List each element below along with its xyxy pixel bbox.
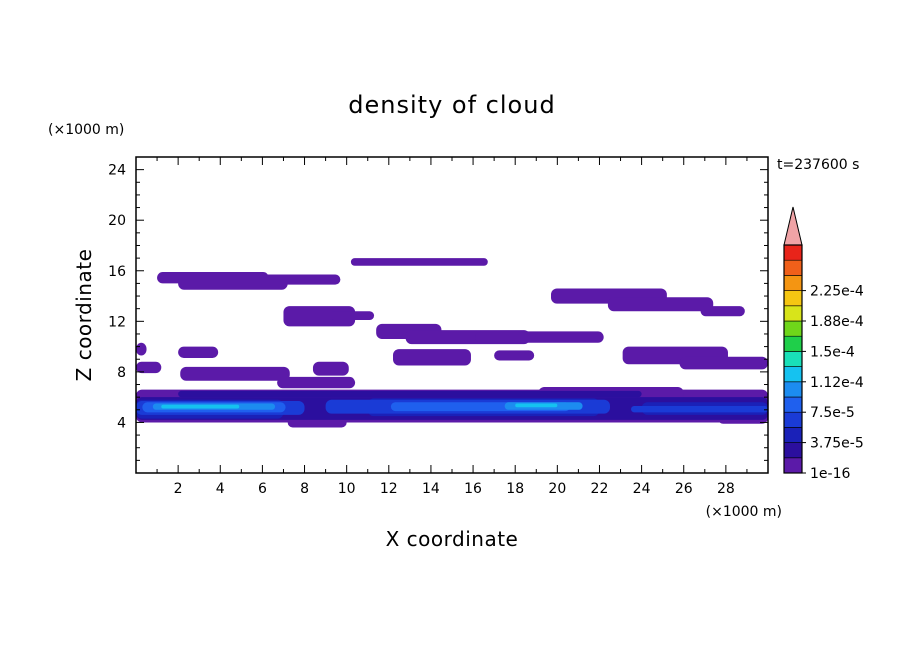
x-tick-label: 26: [675, 481, 693, 497]
colorbar-swatch: [783, 290, 803, 307]
cloud-region: [475, 331, 604, 343]
colorbar-swatch: [783, 396, 803, 413]
x-tick-label: 4: [216, 481, 225, 497]
x-tick-label: 10: [338, 481, 356, 497]
y-tick-label: 16: [108, 264, 126, 280]
x-tick-label: 6: [258, 481, 267, 497]
colorbar-swatch: [783, 442, 803, 459]
y-axis-title: Z coordinate: [72, 249, 96, 382]
colorbar-swatch: [783, 275, 803, 291]
cloud-region: [136, 361, 162, 374]
colorbar-label: 1.5e-4: [810, 344, 855, 360]
cloud-region: [494, 350, 535, 361]
cloud-region: [136, 342, 147, 356]
cloud-region: [700, 306, 745, 317]
y-tick-label: 4: [117, 415, 126, 431]
y-tick-label: 12: [108, 314, 126, 330]
cloud-region: [258, 274, 341, 285]
x-axis-title: X coordinate: [386, 527, 519, 551]
x-tick-label: 8: [300, 481, 309, 497]
cloud-region: [178, 390, 642, 398]
colorbar-label: 7.5e-5: [810, 405, 855, 421]
x-tick-label: 18: [506, 481, 524, 497]
cloud-region: [312, 361, 349, 376]
colorbar-swatch: [783, 457, 803, 474]
colorbar-extend-arrow: [783, 206, 803, 246]
x-tick-label: 12: [380, 481, 398, 497]
cloud-region: [277, 376, 356, 389]
colorbar-swatch: [783, 351, 803, 367]
colorbar-swatch: [783, 335, 803, 352]
cloud-layers: [136, 258, 768, 428]
colorbar-label: 1.12e-4: [810, 375, 864, 391]
cloud-region: [329, 311, 375, 321]
colorbar-label: 1e-16: [810, 466, 850, 482]
colorbar-frame: [783, 244, 803, 474]
cloud-region: [607, 297, 714, 312]
cloud-region: [679, 356, 768, 370]
y-unit-label: (×1000 m): [48, 122, 124, 138]
chart-title: density of cloud: [348, 91, 555, 119]
colorbar-swatch: [783, 244, 803, 261]
cloud-region: [180, 366, 290, 381]
y-tick-label: 8: [117, 365, 126, 381]
x-tick-label: 14: [422, 481, 440, 497]
cloud-region: [631, 406, 768, 413]
colorbar-label: 3.75e-5: [810, 436, 864, 452]
x-tick-label: 22: [591, 481, 609, 497]
colorbar-swatch: [783, 320, 803, 337]
cloud-region: [161, 404, 240, 409]
colorbar-swatch: [783, 259, 803, 276]
cloud-region: [178, 346, 219, 358]
cloud-region: [515, 403, 558, 408]
cloud-region: [393, 349, 471, 366]
x-tick-label: 2: [174, 481, 183, 497]
colorbar: 1e-16 3.75e-5 7.5e-5 1.12e-4 1.5e-4 1.88e-4 2.…: [783, 206, 864, 482]
plot-frame: [135, 156, 769, 474]
x-tick-label: 16: [464, 481, 482, 497]
colorbar-label: 2.25e-4: [810, 284, 864, 300]
x-unit-label: (×1000 m): [706, 504, 782, 520]
colorbar-swatch: [783, 381, 803, 398]
colorbar-swatch: [783, 366, 803, 383]
y-tick-label: 20: [108, 213, 126, 229]
colorbar-label: 1.88e-4: [810, 314, 864, 330]
x-tick-label: 20: [548, 481, 566, 497]
colorbar-swatch: [783, 427, 803, 443]
x-tick-label: 28: [717, 481, 735, 497]
cloud-region: [350, 258, 488, 266]
time-label: t=237600 s: [777, 157, 859, 173]
colorbar-swatch: [783, 411, 803, 428]
colorbar-swatch: [783, 305, 803, 322]
x-tick-label: 24: [633, 481, 651, 497]
x-axis: 2 4 6 8 10 12 14 16 18 20 22 24 26 28: [156, 157, 748, 497]
y-tick-label: 24: [108, 163, 126, 179]
